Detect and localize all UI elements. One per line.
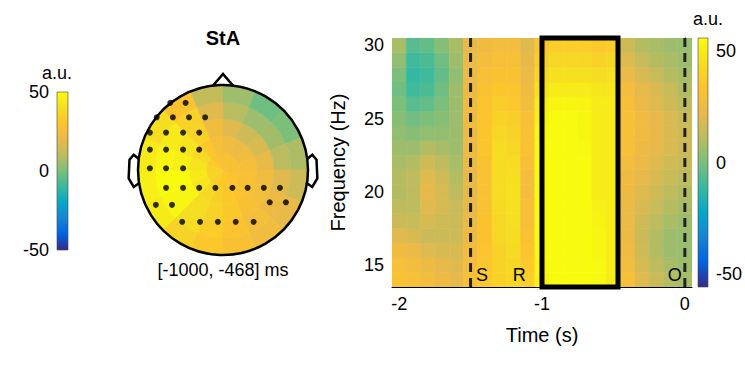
svg-text:Frequency (Hz): Frequency (Hz) — [327, 94, 349, 232]
svg-text:S: S — [476, 265, 488, 285]
svg-text:a.u.: a.u. — [42, 63, 72, 83]
svg-text:O: O — [668, 265, 682, 285]
svg-text:Time (s): Time (s) — [506, 324, 579, 346]
svg-text:a.u.: a.u. — [693, 9, 723, 29]
svg-text:[-1000, -468] ms: [-1000, -468] ms — [157, 260, 288, 280]
svg-text:15: 15 — [364, 255, 384, 275]
svg-text:25: 25 — [364, 109, 384, 129]
svg-text:30: 30 — [364, 35, 384, 55]
svg-text:-50: -50 — [23, 240, 49, 260]
svg-text:-2: -2 — [391, 294, 407, 314]
svg-text:R: R — [513, 265, 526, 285]
svg-text:0: 0 — [716, 153, 726, 173]
svg-text:0: 0 — [680, 294, 690, 314]
svg-text:-50: -50 — [716, 264, 742, 284]
svg-text:20: 20 — [364, 182, 384, 202]
svg-text:-1: -1 — [534, 294, 550, 314]
svg-text:50: 50 — [29, 82, 49, 102]
svg-text:StA: StA — [206, 27, 240, 49]
svg-text:50: 50 — [716, 41, 736, 61]
svg-text:0: 0 — [39, 161, 49, 181]
